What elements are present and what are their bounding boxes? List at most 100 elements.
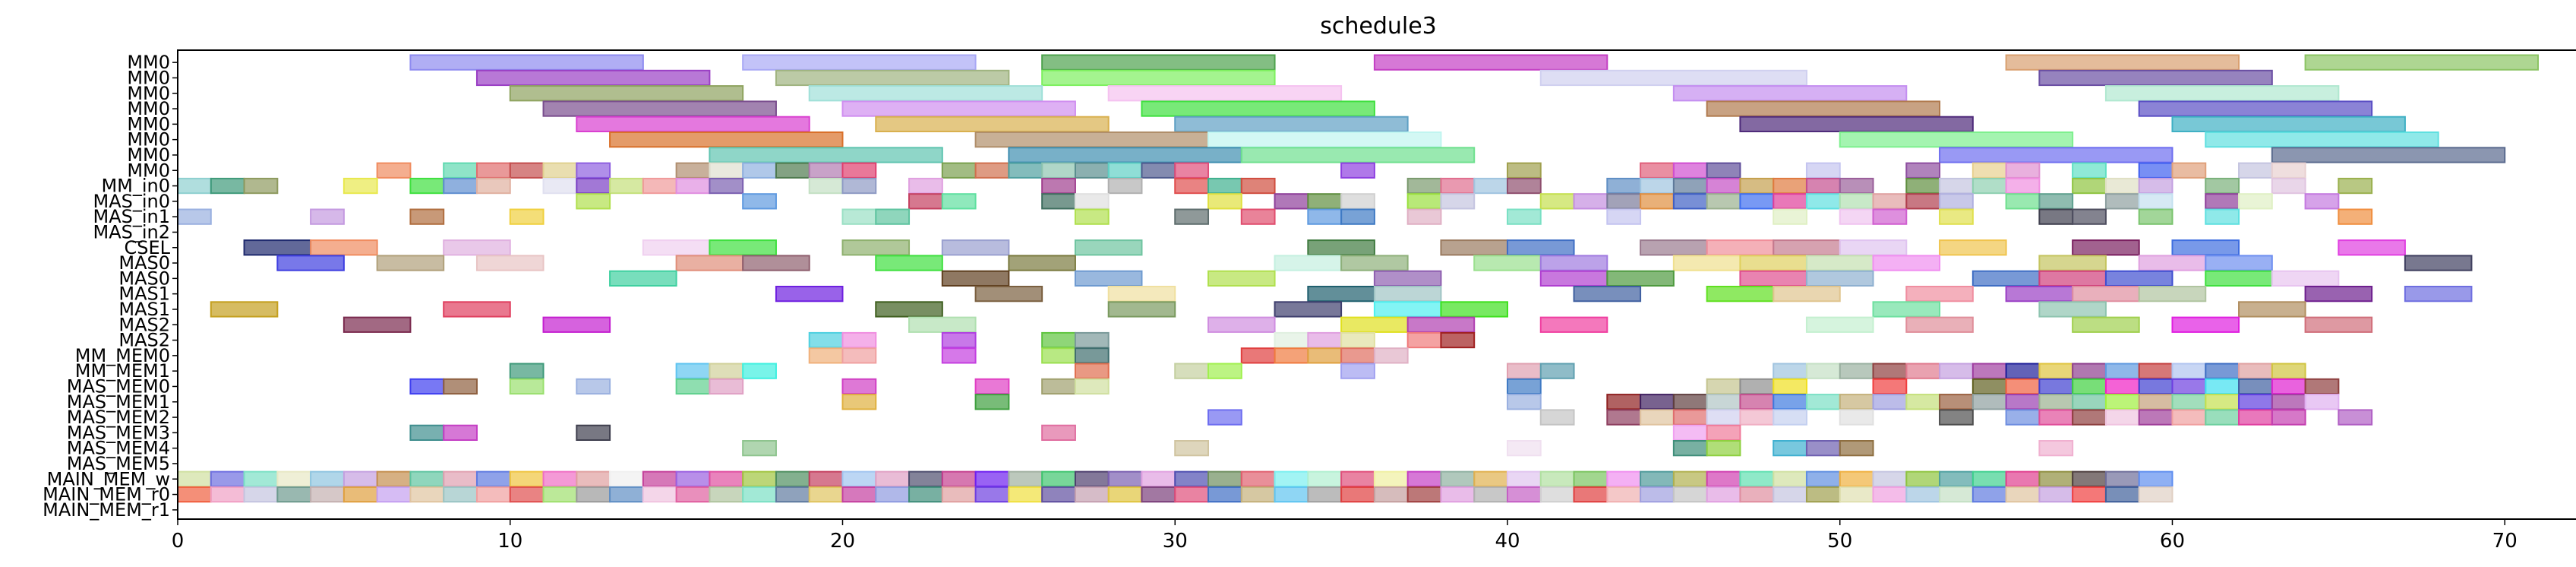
bar-mas1-220 [775,286,844,303]
bar-mas-mem2-361 [1839,409,1874,426]
bar-mm-in0-108 [2104,177,2140,195]
bar-mas-in0-122 [1340,193,1375,210]
bar-mm-mem1-298 [2171,363,2207,379]
bar-mm0-67 [2171,162,2207,179]
bar-mm0-1 [742,54,977,71]
bar-mas-in0-121 [1307,193,1343,210]
bar-mm-in0-91 [1406,177,1442,195]
bar-mas-mem4-383 [1706,440,1741,457]
bar-mas2-247 [1208,316,1276,333]
bar-main-mem-r0-475 [1074,486,1110,503]
bar-mm0-7 [775,69,1010,87]
bar-mas0-188 [376,255,445,271]
bar-mas-mem0-327 [2304,378,2340,395]
bar-mas2-265 [1440,331,1476,349]
bar-mas-in1-159 [1773,208,1807,225]
bar-main-mem-w-421 [1274,470,1309,487]
bar-mas-mem0-326 [2271,378,2306,395]
y-tick-label: MAIN_MEM_r1 [43,499,170,521]
y-tick-label: MAS_MEM0 [67,375,170,397]
bar-mm-mem1-277 [675,363,711,379]
bar-mm-mem1-288 [1839,363,1874,379]
bar-mm-mem1-301 [2271,363,2306,379]
bar-main-mem-w-435 [1739,470,1775,487]
bar-mm-in0-111 [2271,177,2306,195]
bar-mm-mem1-295 [2072,363,2107,379]
bar-main-mem-w-395 [409,470,445,487]
bar-mas2-252 [1905,316,1974,333]
bar-mas-in1-150 [875,208,911,225]
bar-main-mem-r0-470 [908,486,943,503]
bar-mas-in1-156 [1406,208,1442,225]
bar-mm-in0-110 [2205,177,2240,195]
bar-main-mem-w-389 [210,470,245,487]
bar-mm0-11 [509,85,744,102]
bar-mm-in0-99 [1739,177,1775,195]
bar-main-mem-w-390 [243,470,279,487]
bar-mm0-17 [841,100,1076,117]
bar-main-mem-r0-465 [742,486,777,503]
bar-mm0-5 [2304,54,2539,71]
bar-main-mem-r0-455 [409,486,445,503]
bar-mas-mem2-368 [2171,409,2207,426]
bar-mm0-56 [1340,162,1375,179]
bar-mas-mem1-346 [2104,394,2140,410]
bar-main-mem-w-391 [276,470,312,487]
bar-mas1-222 [1107,286,1176,303]
bar-mas0-215 [1971,270,2041,287]
bar-main-mem-r0-504 [2038,486,2074,503]
bar-main-mem-r0-506 [2104,486,2140,503]
bar-mm0-61 [1805,162,1841,179]
bar-mas-in1-151 [1074,208,1110,225]
bar-mm0-33 [1240,147,1476,163]
bar-mas1-243 [2238,301,2306,318]
bar-mm-in0-92 [1440,177,1476,195]
bar-mas-mem1-329 [974,394,1010,410]
bar-mas2-262 [1307,331,1343,349]
bar-mm0-0 [409,54,644,71]
bar-mas0-217 [2104,270,2174,287]
bar-csel-180 [1706,239,1775,256]
bar-mas0-198 [1672,255,1741,271]
bar-mas-mem1-347 [2138,394,2174,410]
bar-mas0-200 [1805,255,1874,271]
x-tick-label: 30 [1163,530,1188,553]
bar-mm0-52 [1074,162,1110,179]
bar-main-mem-r0-450 [243,486,279,503]
bar-mas-mem0-320 [2072,378,2107,395]
bar-main-mem-r0-469 [875,486,911,503]
bar-csel-168 [243,239,312,256]
bar-mm-mem1-290 [1905,363,1941,379]
bar-mas-in0-113 [576,193,611,210]
x-tick-label: 60 [2160,530,2185,553]
bar-mas-mem2-365 [2072,409,2107,426]
bar-mas-in0-115 [908,193,943,210]
bar-mas-mem4-384 [1773,440,1807,457]
bar-main-mem-w-436 [1773,470,1807,487]
bar-mas-mem0-324 [2205,378,2240,395]
bar-mm-in0-71 [210,177,245,195]
bar-mas-mem2-364 [2038,409,2074,426]
bar-main-mem-w-401 [609,470,644,487]
plot-frame [177,49,2576,520]
bar-mas-in1-145 [177,208,212,225]
bar-main-mem-w-417 [1141,470,1176,487]
bar-mas-in0-138 [2005,193,2041,210]
bar-mas1-229 [2005,286,2074,303]
bar-mm0-22 [875,116,1110,132]
bar-mas-in0-126 [1573,193,1608,210]
bar-mas-mem4-382 [1672,440,1708,457]
bar-main-mem-w-398 [509,470,545,487]
bar-mm0-62 [1905,162,1941,179]
bar-mas-in0-130 [1706,193,1741,210]
bar-mm-mem1-282 [1208,363,1242,379]
bar-mas-mem1-334 [1706,394,1741,410]
y-tick-label: MM0 [127,160,170,181]
bar-main-mem-r0-461 [609,486,644,503]
bar-csel-175 [1074,239,1143,256]
bar-mm-mem1-276 [509,363,545,379]
bar-main-mem-r0-464 [709,486,744,503]
bar-mm0-31 [709,147,943,163]
bar-main-mem-r0-489 [1539,486,1575,503]
bar-mas-mem0-316 [1872,378,1908,395]
